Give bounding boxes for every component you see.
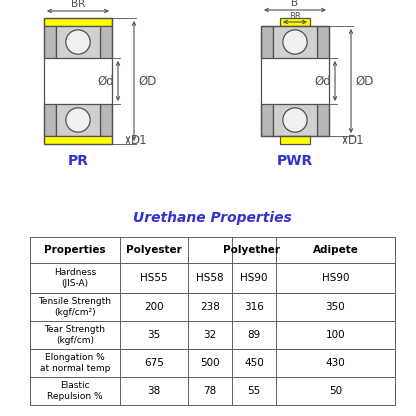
Text: 316: 316 [244, 302, 264, 312]
Bar [317, 26, 329, 58]
Bar [273, 26, 317, 58]
Bar [44, 18, 112, 26]
Text: 78: 78 [203, 386, 217, 396]
Text: 50: 50 [329, 386, 342, 396]
Text: Tensile Strength
(kgf/cm²): Tensile Strength (kgf/cm²) [39, 297, 111, 317]
Text: Polyester: Polyester [126, 245, 182, 255]
Bar [273, 104, 317, 136]
Text: BR: BR [71, 0, 85, 9]
Bar [261, 26, 329, 136]
Circle shape [283, 108, 307, 132]
Text: Urethane Properties: Urethane Properties [133, 211, 292, 225]
Bar [30, 377, 395, 405]
Bar [30, 263, 395, 293]
Text: Properties: Properties [44, 245, 106, 255]
Text: 35: 35 [147, 330, 161, 340]
Text: 500: 500 [200, 358, 220, 368]
Text: BR: BR [289, 12, 301, 21]
Text: 350: 350 [326, 302, 345, 312]
Text: B: B [292, 0, 299, 8]
Bar [44, 18, 112, 144]
Bar [44, 136, 112, 144]
Text: Ød: Ød [97, 74, 114, 87]
Text: Ød: Ød [314, 74, 331, 87]
Text: 89: 89 [248, 330, 261, 340]
Bar [30, 321, 395, 349]
Bar [261, 26, 273, 58]
Bar [44, 26, 56, 58]
Circle shape [66, 108, 90, 132]
Text: HS58: HS58 [196, 273, 224, 283]
Bar [280, 18, 310, 26]
Bar [56, 26, 100, 58]
Text: 38: 38 [147, 386, 161, 396]
Text: 430: 430 [326, 358, 345, 368]
Text: ØD: ØD [138, 74, 156, 87]
Bar [261, 104, 273, 136]
Text: D1: D1 [131, 134, 148, 146]
Bar [56, 104, 100, 136]
Text: 238: 238 [200, 302, 220, 312]
Text: Adipete: Adipete [312, 245, 359, 255]
Text: 450: 450 [244, 358, 264, 368]
Text: 32: 32 [203, 330, 217, 340]
Bar [100, 26, 112, 58]
Text: Polyether: Polyether [223, 245, 280, 255]
Bar [44, 104, 56, 136]
Bar [100, 104, 112, 136]
Bar [317, 104, 329, 136]
Bar [30, 349, 395, 377]
Text: PR: PR [67, 154, 89, 168]
Circle shape [283, 30, 307, 54]
Text: 675: 675 [144, 358, 164, 368]
Text: ØD: ØD [355, 74, 374, 87]
Text: Hardness
(JIS-A): Hardness (JIS-A) [54, 268, 96, 288]
Text: Tear Strength
(kgf/cm): Tear Strength (kgf/cm) [45, 325, 106, 345]
Circle shape [66, 30, 90, 54]
Bar [30, 293, 395, 321]
Bar [30, 237, 395, 263]
Text: 55: 55 [248, 386, 261, 396]
Text: 200: 200 [144, 302, 164, 312]
Text: 100: 100 [326, 330, 345, 340]
Text: HS90: HS90 [240, 273, 268, 283]
Text: HS90: HS90 [322, 273, 349, 283]
Bar [280, 136, 310, 144]
Text: PWR: PWR [277, 154, 313, 168]
Text: D1: D1 [348, 134, 365, 146]
Text: HS55: HS55 [140, 273, 168, 283]
Text: Elastic
Repulsion %: Elastic Repulsion % [47, 381, 103, 401]
Text: Elongation %
at normal temp: Elongation % at normal temp [40, 353, 110, 373]
